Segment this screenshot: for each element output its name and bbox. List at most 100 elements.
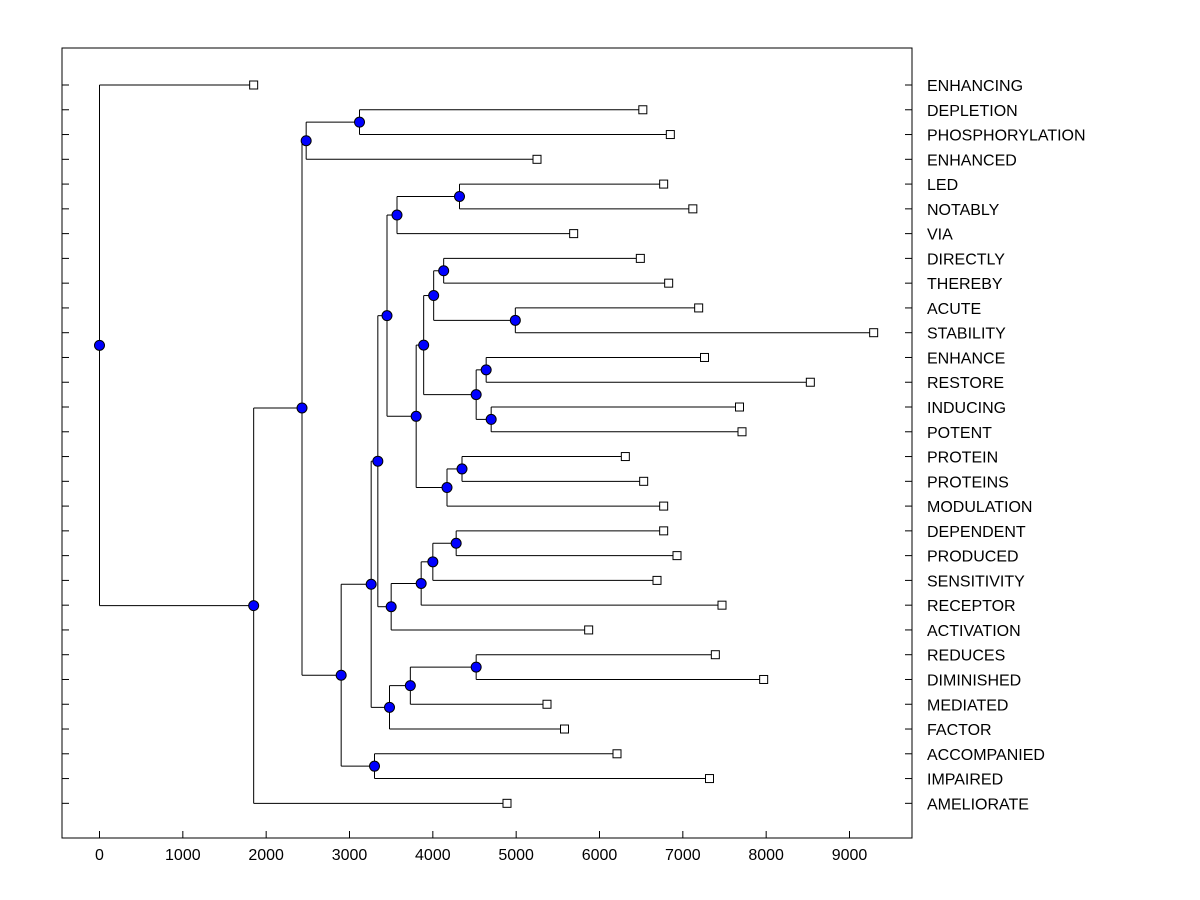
cluster-node-marker — [415, 577, 427, 589]
leaf-label: RECEPTOR — [927, 598, 1016, 615]
leaf-marker — [560, 724, 569, 734]
cluster-node-marker — [441, 482, 453, 494]
leaf-label: DIRECTLY — [927, 251, 1005, 268]
leaf-marker — [688, 204, 698, 214]
x-tick-label: 9000 — [832, 847, 868, 864]
leaf-label: DIMINISHED — [927, 672, 1021, 689]
cluster-node-marker — [428, 290, 440, 302]
cluster-node-marker — [300, 135, 312, 147]
leaf-label: MEDIATED — [927, 697, 1008, 714]
cluster-node-marker — [427, 556, 439, 568]
leaf-marker — [659, 501, 669, 511]
x-tick-label: 4000 — [415, 847, 451, 864]
leaf-label: PHOSPHORYLATION — [927, 128, 1086, 145]
leaf-marker — [532, 154, 542, 164]
leaf-marker — [717, 600, 727, 610]
leaf-marker — [542, 699, 552, 709]
cluster-node-marker — [372, 455, 384, 467]
leaf-label: PROTEINS — [927, 474, 1009, 491]
leaf-marker — [805, 377, 815, 387]
leaf-marker — [502, 798, 512, 808]
leaf-marker — [638, 105, 648, 115]
leaf-label: PROTEIN — [927, 450, 998, 467]
leaf-marker — [664, 278, 674, 288]
x-tick-label: 7000 — [665, 847, 701, 864]
leaf-label: ACUTE — [927, 301, 981, 318]
leaf-label: SENSITIVITY — [927, 573, 1025, 590]
leaf-label: ENHANCED — [927, 152, 1017, 169]
leaf-label: IMPAIRED — [927, 772, 1003, 789]
plot-frame-group — [61, 47, 913, 839]
leaf-marker — [639, 476, 649, 486]
leaf-marker — [569, 229, 579, 239]
leaf-label: FACTOR — [927, 722, 992, 739]
leaf-label: ENHANCING — [927, 78, 1023, 95]
leaf-marker — [705, 774, 714, 784]
leaf-label: ENHANCE — [927, 350, 1005, 367]
cluster-node-marker — [381, 310, 393, 322]
leaf-label: THEREBY — [927, 276, 1003, 293]
cluster-node-marker — [438, 265, 450, 277]
leaf-label: ACTIVATION — [927, 623, 1021, 640]
leaf-marker — [652, 575, 662, 585]
leaf-label: DEPLETION — [927, 103, 1018, 120]
x-tick-label: 1000 — [165, 847, 201, 864]
cluster-node-marker — [450, 537, 462, 549]
cluster-node-marker — [248, 600, 260, 612]
leaf-marker — [735, 402, 744, 412]
leaf-label: VIA — [927, 227, 953, 244]
leaf-marker — [635, 253, 645, 263]
leaf-label: ACCOMPANIED — [927, 747, 1045, 764]
cluster-node-marker — [485, 413, 497, 425]
leaf-marker — [249, 80, 259, 90]
x-tick-label: 2000 — [248, 847, 284, 864]
dendrogram-markers-group — [94, 80, 879, 808]
cluster-node-marker — [369, 760, 380, 772]
cluster-node-marker — [94, 339, 105, 351]
axis-ticks-group: 0 1000 2000 3000 4000 5000 6000 7000 8000 9000 — [62, 84, 912, 864]
leaf-marker — [694, 303, 704, 313]
leaf-marker — [659, 179, 669, 189]
cluster-node-marker — [385, 601, 397, 613]
cluster-node-marker — [404, 680, 416, 692]
leaf-marker — [737, 427, 747, 437]
leaf-label: DEPENDENT — [927, 524, 1026, 541]
leaf-label: INDUCING — [927, 400, 1006, 417]
cluster-node-marker — [509, 314, 521, 326]
cluster-node-marker — [365, 578, 377, 590]
cluster-node-marker — [410, 410, 422, 422]
leaf-label: STABILITY — [927, 326, 1006, 343]
x-tick-label: 3000 — [332, 847, 368, 864]
leaf-marker — [612, 749, 622, 759]
leaf-marker — [869, 328, 879, 338]
leaf-label: REDUCES — [927, 648, 1005, 665]
leaf-marker — [759, 674, 769, 684]
cluster-node-marker — [470, 389, 482, 401]
x-tick-label: 5000 — [498, 847, 534, 864]
plot-frame — [61, 47, 913, 839]
leaf-label: MODULATION — [927, 499, 1032, 516]
leaf-marker — [700, 352, 709, 362]
leaf-marker — [710, 650, 720, 660]
x-tick-label: 6000 — [582, 847, 618, 864]
leaf-marker — [665, 130, 675, 140]
cluster-node-marker — [391, 209, 403, 221]
leaf-marker — [584, 625, 594, 635]
leaf-label: NOTABLY — [927, 202, 1000, 219]
cluster-node-marker — [470, 661, 482, 673]
cluster-node-marker — [480, 364, 492, 376]
leaf-marker — [659, 526, 669, 536]
leaf-label: PRODUCED — [927, 549, 1019, 566]
cluster-node-marker — [335, 669, 347, 681]
leaf-label: AMELIORATE — [927, 796, 1029, 813]
cluster-node-marker — [418, 339, 430, 351]
cluster-node-marker — [454, 190, 465, 202]
cluster-node-marker — [456, 463, 468, 475]
cluster-node-marker — [384, 701, 395, 713]
leaf-label: POTENT — [927, 425, 992, 442]
dendrogram-links-group — [99, 84, 874, 804]
cluster-node-marker — [354, 116, 365, 128]
cluster-node-marker — [296, 402, 308, 414]
x-tick-label: 0 — [95, 847, 104, 864]
